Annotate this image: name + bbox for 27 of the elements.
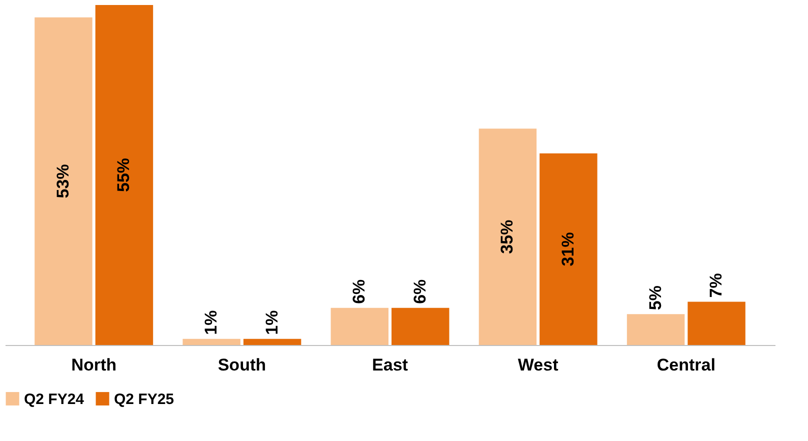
data-label: 1% <box>202 310 221 335</box>
bar <box>392 308 450 345</box>
bar <box>330 308 388 345</box>
data-label: 6% <box>410 279 430 304</box>
data-label: 53% <box>53 164 72 198</box>
bar <box>182 338 240 345</box>
data-label: 1% <box>262 310 282 335</box>
x-tick-label: South <box>218 356 266 374</box>
x-tick-label: West <box>518 356 559 374</box>
bar <box>478 128 537 345</box>
bar <box>626 314 685 345</box>
x-tick-label: East <box>372 356 408 374</box>
bar <box>34 17 92 345</box>
data-label: 5% <box>646 286 665 310</box>
data-label: 35% <box>498 220 517 254</box>
legend-label: Q2 FY25 <box>114 390 174 408</box>
x-tick-label: Central <box>656 356 716 374</box>
bar <box>95 5 154 345</box>
bar <box>688 302 746 345</box>
bar <box>243 338 302 345</box>
bar <box>540 153 598 345</box>
x-tick-label: North <box>71 356 117 374</box>
legend-label: Q2 FY24 <box>24 390 85 408</box>
data-label: 6% <box>350 279 369 304</box>
data-label: 55% <box>114 158 134 192</box>
data-label: 31% <box>558 232 578 266</box>
data-label: 7% <box>706 273 726 298</box>
